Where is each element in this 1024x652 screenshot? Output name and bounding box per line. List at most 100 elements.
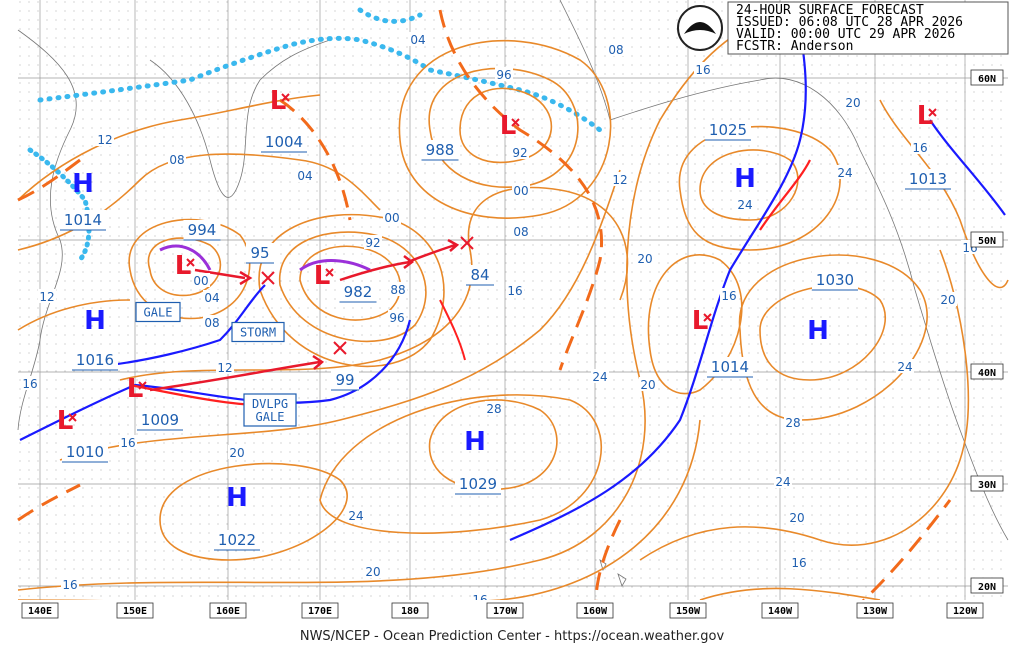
isobar-label-bg (228, 445, 246, 459)
header-box (727, 1, 1009, 55)
low-symbol: L (57, 406, 74, 436)
isobar-label: 12 (612, 173, 627, 187)
isobar-label: 08 (513, 225, 528, 239)
isobar-label: 24 (348, 509, 363, 523)
high-symbol: H (72, 169, 94, 199)
high-symbol: H (226, 483, 248, 513)
low-symbol: L (270, 86, 287, 116)
isobar-label: 16 (912, 141, 927, 155)
header-line: FCSTR: Anderson (736, 39, 853, 54)
isobar-label: 16 (22, 377, 37, 391)
isobar-label-bg (389, 282, 407, 296)
isobar-label: 20 (640, 378, 655, 392)
forecast-position-x (261, 271, 275, 285)
isobar-label-bg (591, 369, 609, 383)
longitude-label-bg (669, 602, 707, 619)
pressure-label-bg (421, 140, 459, 160)
isobar-label: 20 (940, 293, 955, 307)
forecast-position-x (460, 236, 474, 250)
longitude-label: 180 (401, 606, 419, 617)
isobar-label: 92 (365, 236, 380, 250)
longitude-label: 170W (493, 606, 518, 617)
low-symbol: L (500, 111, 517, 141)
longitude-label-bg (486, 602, 524, 619)
low-center-x (511, 118, 520, 127)
latitude-label-bg (970, 69, 1004, 86)
pressure-label: 994 (188, 221, 217, 239)
isobar-label: 04 (410, 33, 425, 47)
low-center-x (325, 268, 334, 277)
latitude-label-bg (970, 231, 1004, 248)
isobar-label: 16 (62, 578, 77, 592)
header-line: 24-HOUR SURFACE FORECAST (736, 3, 924, 18)
pressure-label-bg (261, 132, 307, 152)
isobar-label: 00 (193, 274, 208, 288)
isobar-label: 00 (513, 184, 528, 198)
longitude-label-bg (946, 602, 984, 619)
isobar-label-bg (512, 224, 530, 238)
warning-text: STORM (240, 326, 276, 340)
pressure-label: 1014 (64, 211, 102, 229)
center-marks: 12 08 12 16 04 08 00 12 16 20 04 00 92 88 96 04 96 92 00 08… (21, 32, 979, 629)
pressure-label: 1009 (141, 411, 179, 429)
isobar-label: 88 (390, 283, 405, 297)
longitude-label: 150E (123, 606, 147, 617)
low-center-x (68, 413, 77, 422)
pressure-label-bg (183, 220, 221, 240)
pressure-label-bg (705, 120, 751, 140)
low-center-x (281, 93, 290, 102)
footer-credit: NWS/NCEP - Ocean Prediction Center - htt… (300, 629, 725, 644)
pressure-label: 84 (470, 266, 489, 284)
pressure-label-bg (246, 243, 274, 263)
isobar-label-bg (168, 152, 186, 166)
low-symbol: L (917, 101, 934, 131)
isobar-label-bg (736, 197, 754, 211)
isobar-label-bg (512, 183, 530, 197)
graticule (18, 0, 1008, 600)
header-line: VALID: 00:00 UTC 29 APR 2026 (736, 27, 955, 42)
longitude-label: 140E (28, 606, 52, 617)
isobar-label: 08 (204, 316, 219, 330)
isobar-label: 16 (695, 63, 710, 77)
isobar-label-bg (192, 273, 210, 287)
isobar-label: 04 (204, 291, 219, 305)
isobar-label: 92 (512, 146, 527, 160)
warning-box (231, 321, 285, 343)
isobar-label: 96 (389, 311, 404, 325)
low-symbol: L (692, 306, 709, 336)
isobar-label-bg (639, 377, 657, 391)
pressure-label-bg (72, 350, 118, 370)
isobar-label-bg (611, 172, 629, 186)
isobar-label-bg (720, 288, 738, 302)
isobar-label-bg (38, 289, 56, 303)
longitude-label-bg (856, 602, 894, 619)
warning-text: GALE (256, 410, 285, 424)
pressure-label: 95 (250, 244, 269, 262)
isobar-label-bg (911, 140, 929, 154)
pressure-label: 1030 (816, 271, 854, 289)
pressure-label: 1022 (218, 531, 256, 549)
low-symbol: L (175, 251, 192, 281)
isobar-label-bg (506, 283, 524, 297)
isobar-label-bg (203, 290, 221, 304)
pressure-label-bg (62, 442, 108, 462)
isobar-label-bg (694, 62, 712, 76)
isobar-label-bg (409, 32, 427, 46)
low-center-x (703, 313, 712, 322)
isobar-label: 12 (97, 133, 112, 147)
isobar-label-bg (347, 508, 365, 522)
pressure-label-bg (331, 370, 359, 390)
high-symbol: H (807, 316, 829, 346)
longitude-label: 160W (583, 606, 608, 617)
pressure-label: 1013 (909, 170, 947, 188)
isobar-label: 08 (608, 43, 623, 57)
pressure-label-bg (214, 530, 260, 550)
pressure-label: 1029 (459, 475, 497, 493)
pressure-label: 982 (344, 283, 373, 301)
warning-text: GALE (144, 306, 173, 320)
low-center-x (186, 258, 195, 267)
map-background (18, 0, 1008, 600)
isobar-label: 20 (365, 565, 380, 579)
isobar-label: 24 (897, 360, 912, 374)
